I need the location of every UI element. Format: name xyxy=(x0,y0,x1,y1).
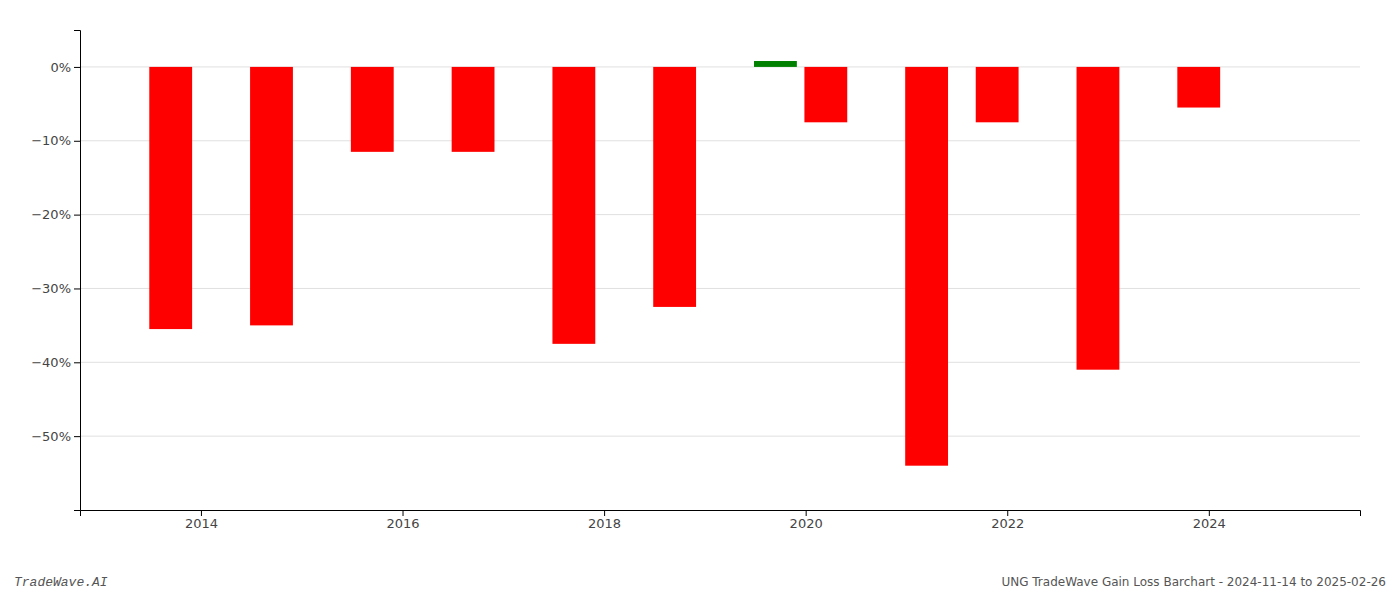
x-tick-mark xyxy=(201,510,202,516)
x-tick-label: 2014 xyxy=(185,516,218,531)
y-tick: −10% xyxy=(31,133,80,148)
bar xyxy=(552,67,595,344)
y-tick-mark xyxy=(74,67,80,68)
y-tick-label: −10% xyxy=(31,133,71,148)
x-tick: 2016 xyxy=(386,510,419,531)
y-tick-mark xyxy=(74,436,80,437)
bar xyxy=(351,67,394,152)
y-tick: −40% xyxy=(31,355,80,370)
grid-line xyxy=(80,362,1360,363)
x-tick: 2020 xyxy=(790,510,823,531)
bar xyxy=(452,67,495,152)
x-tick-label: 2020 xyxy=(790,516,823,531)
y-tick-label: −30% xyxy=(31,281,71,296)
y-tick-label: 0% xyxy=(50,60,71,75)
x-tick-label: 2022 xyxy=(991,516,1024,531)
y-axis-line xyxy=(74,31,81,511)
bar xyxy=(804,67,847,122)
y-tick: 0% xyxy=(50,60,80,75)
x-tick-mark xyxy=(1007,510,1008,516)
y-tick-mark xyxy=(74,362,80,363)
y-axis: 0% −10% −20% −30% −40% −50% xyxy=(31,31,80,511)
title: UNG TradeWave Gain Loss Barchart - 2024-… xyxy=(1001,575,1386,589)
bar xyxy=(250,67,293,325)
grid xyxy=(80,67,1360,436)
bar xyxy=(754,61,797,67)
x-tick-label: 2024 xyxy=(1193,516,1226,531)
y-tick: −20% xyxy=(31,207,80,222)
watermark: TradeWave.AI xyxy=(14,575,108,590)
plot-area: 2014 2016 2018 2020 2022 2024 0% −10% −20% −30% −4… xyxy=(31,31,1360,532)
y-tick-mark xyxy=(74,141,80,142)
x-axis: 2014 2016 2018 2020 2022 2024 xyxy=(81,510,1361,531)
x-tick-label: 2016 xyxy=(386,516,419,531)
x-tick-mark xyxy=(806,510,807,516)
y-tick-mark xyxy=(74,215,80,216)
bar xyxy=(1077,67,1120,370)
bars xyxy=(149,61,1220,466)
y-tick-label: −40% xyxy=(31,355,71,370)
x-tick-mark xyxy=(604,510,605,516)
x-tick-mark xyxy=(403,510,404,516)
chart: 2014 2016 2018 2020 2022 2024 0% −10% −20% −30% −4… xyxy=(0,0,1400,600)
bar xyxy=(1177,67,1220,108)
x-tick: 2022 xyxy=(991,510,1024,531)
y-tick-label: −50% xyxy=(31,429,71,444)
bar xyxy=(149,67,192,329)
x-tick-mark xyxy=(1209,510,1210,516)
y-tick: −30% xyxy=(31,281,80,296)
x-tick: 2014 xyxy=(185,510,218,531)
bar xyxy=(653,67,696,307)
grid-line xyxy=(80,436,1360,437)
y-tick-label: −20% xyxy=(31,207,71,222)
y-tick: −50% xyxy=(31,429,80,444)
x-tick: 2024 xyxy=(1193,510,1226,531)
bar xyxy=(905,67,948,466)
x-tick-label: 2018 xyxy=(588,516,621,531)
x-axis-line xyxy=(81,511,1361,517)
x-tick: 2018 xyxy=(588,510,621,531)
y-tick-mark xyxy=(74,288,80,289)
bar xyxy=(976,67,1019,122)
